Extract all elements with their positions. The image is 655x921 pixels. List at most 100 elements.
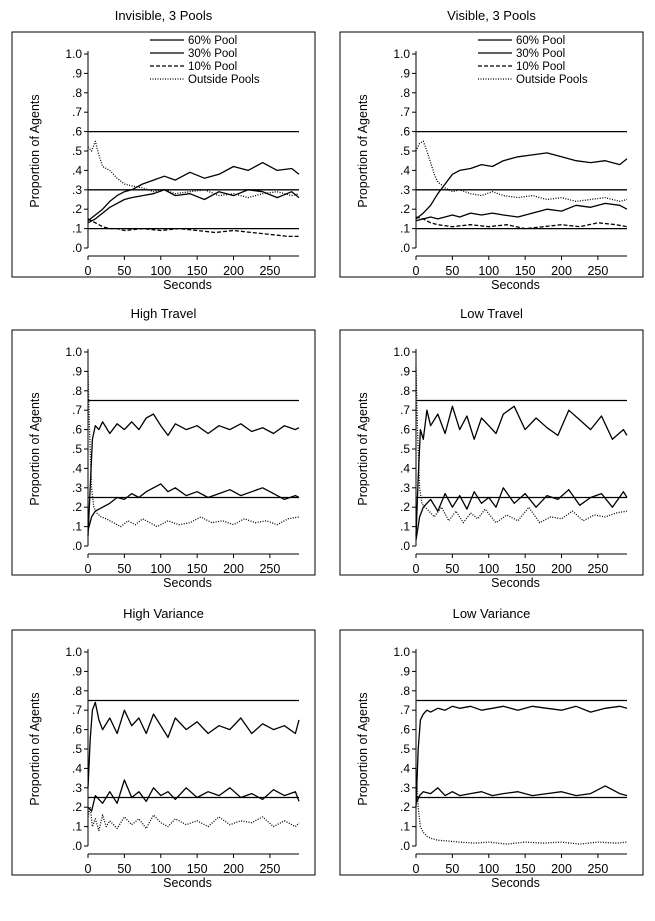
y-tick-label: .9	[72, 664, 82, 678]
x-tick-label: 100	[150, 562, 171, 576]
y-tick-label: .4	[400, 461, 410, 475]
x-axis-label: Seconds	[491, 278, 540, 292]
x-tick-label: 150	[187, 562, 208, 576]
x-tick-label: 150	[187, 264, 208, 278]
y-tick-label: .4	[72, 761, 82, 775]
y-tick-label: .6	[72, 723, 82, 737]
x-tick-label: 100	[478, 264, 499, 278]
y-tick-label: .2	[72, 500, 82, 514]
y-axis-label: Proportion of Agents	[356, 392, 370, 505]
y-tick-label: .1	[400, 222, 410, 236]
x-tick-label: 150	[187, 862, 208, 876]
series-line-1	[87, 701, 300, 788]
series-line-3	[87, 806, 300, 832]
series-line-1	[415, 705, 628, 808]
x-tick-label: 0	[85, 862, 92, 876]
y-tick-label: .2	[72, 800, 82, 814]
x-tick-label: 50	[117, 862, 131, 876]
y-tick-label: .9	[72, 364, 82, 378]
x-tick-label: 150	[515, 562, 536, 576]
y-tick-label: .5	[400, 442, 410, 456]
chart-frame	[339, 629, 644, 876]
series-line-2	[415, 487, 628, 541]
x-tick-label: 50	[445, 862, 459, 876]
x-tick-label: 200	[551, 562, 572, 576]
series-line-3	[415, 367, 628, 524]
chart-panel-6: Low Variance .0 .1 .2 .3 .4 .5 .6 .7 .8 .9 1.0 0 50 10…	[339, 606, 644, 890]
series-line-1	[415, 405, 628, 537]
y-tick-label: .3	[400, 183, 410, 197]
chart-panel-5: High Variance .0 .1 .2 .3 .4 .5 .6 .7 .8 .9 1.0 0 50 1…	[11, 606, 316, 890]
x-tick-label: 50	[117, 562, 131, 576]
y-tick-label: .2	[400, 202, 410, 216]
y-tick-label: .9	[400, 364, 410, 378]
y-tick-label: 1.0	[65, 345, 82, 359]
chart-panel-3: High Travel .0 .1 .2 .3 .4 .5 .6 .7 .8 .9 1.0 0 50 100…	[11, 306, 316, 590]
y-tick-label: .7	[72, 105, 82, 119]
series-line-2	[87, 483, 300, 531]
series-line-1	[87, 161, 300, 222]
y-tick-label: .6	[400, 723, 410, 737]
y-axis-label: Proportion of Agents	[356, 692, 370, 805]
x-tick-label: 0	[85, 264, 92, 278]
y-tick-label: .7	[400, 105, 410, 119]
x-tick-label: 250	[259, 862, 280, 876]
y-tick-label: .8	[72, 86, 82, 100]
y-tick-label: .6	[72, 125, 82, 139]
x-tick-label: 150	[515, 264, 536, 278]
y-tick-label: .8	[72, 384, 82, 398]
series-line-4	[87, 140, 300, 199]
chart-panel-2: Visible, 3 Pools .0 .1 .2 .3 .4 .5 .6 .7 .8 .9 1.0 0…	[339, 8, 644, 292]
legend-entry: 30% Pool	[188, 48, 237, 60]
y-tick-label: .7	[72, 703, 82, 717]
y-tick-label: .1	[72, 222, 82, 236]
series-line-2	[87, 779, 300, 812]
x-tick-label: 0	[85, 562, 92, 576]
x-axis-label: Seconds	[163, 278, 212, 292]
legend-entry: 10% Pool	[188, 61, 237, 73]
y-tick-label: .7	[400, 403, 410, 417]
x-tick-label: 0	[413, 562, 420, 576]
y-tick-label: 1.0	[393, 645, 410, 659]
y-tick-label: .8	[400, 684, 410, 698]
y-tick-label: .1	[400, 520, 410, 534]
y-tick-label: .0	[400, 241, 410, 255]
y-tick-label: 1.0	[65, 645, 82, 659]
y-tick-label: .1	[400, 820, 410, 834]
chart-title: High Travel	[131, 306, 197, 321]
y-tick-label: .0	[400, 839, 410, 853]
series-line-3	[415, 216, 628, 230]
y-tick-label: .8	[400, 384, 410, 398]
y-tick-label: .8	[72, 684, 82, 698]
chart-frame	[11, 31, 316, 278]
y-tick-label: .1	[72, 520, 82, 534]
chart-frame	[11, 329, 316, 576]
y-axis-label: Proportion of Agents	[356, 94, 370, 207]
x-tick-label: 50	[117, 264, 131, 278]
y-tick-label: .4	[72, 461, 82, 475]
y-tick-label: 1.0	[393, 47, 410, 61]
y-tick-label: .0	[72, 539, 82, 553]
x-tick-label: 200	[551, 264, 572, 278]
x-tick-label: 50	[445, 562, 459, 576]
y-tick-label: .0	[72, 839, 82, 853]
x-tick-label: 0	[413, 862, 420, 876]
series-line-1	[87, 413, 300, 537]
y-tick-label: .2	[400, 800, 410, 814]
y-axis-label: Proportion of Agents	[28, 692, 42, 805]
y-tick-label: .3	[400, 781, 410, 795]
chart-title: Visible, 3 Pools	[447, 8, 536, 23]
x-tick-label: 200	[223, 862, 244, 876]
y-tick-label: .3	[72, 183, 82, 197]
x-tick-label: 250	[587, 562, 608, 576]
y-tick-label: 1.0	[65, 47, 82, 61]
x-tick-label: 250	[587, 264, 608, 278]
chart-title: Low Travel	[460, 306, 523, 321]
y-tick-label: .5	[400, 742, 410, 756]
y-tick-label: 1.0	[393, 345, 410, 359]
x-tick-label: 100	[478, 862, 499, 876]
y-tick-label: .6	[72, 423, 82, 437]
y-tick-label: .8	[400, 86, 410, 100]
series-line-1	[415, 152, 628, 220]
x-tick-label: 100	[150, 264, 171, 278]
